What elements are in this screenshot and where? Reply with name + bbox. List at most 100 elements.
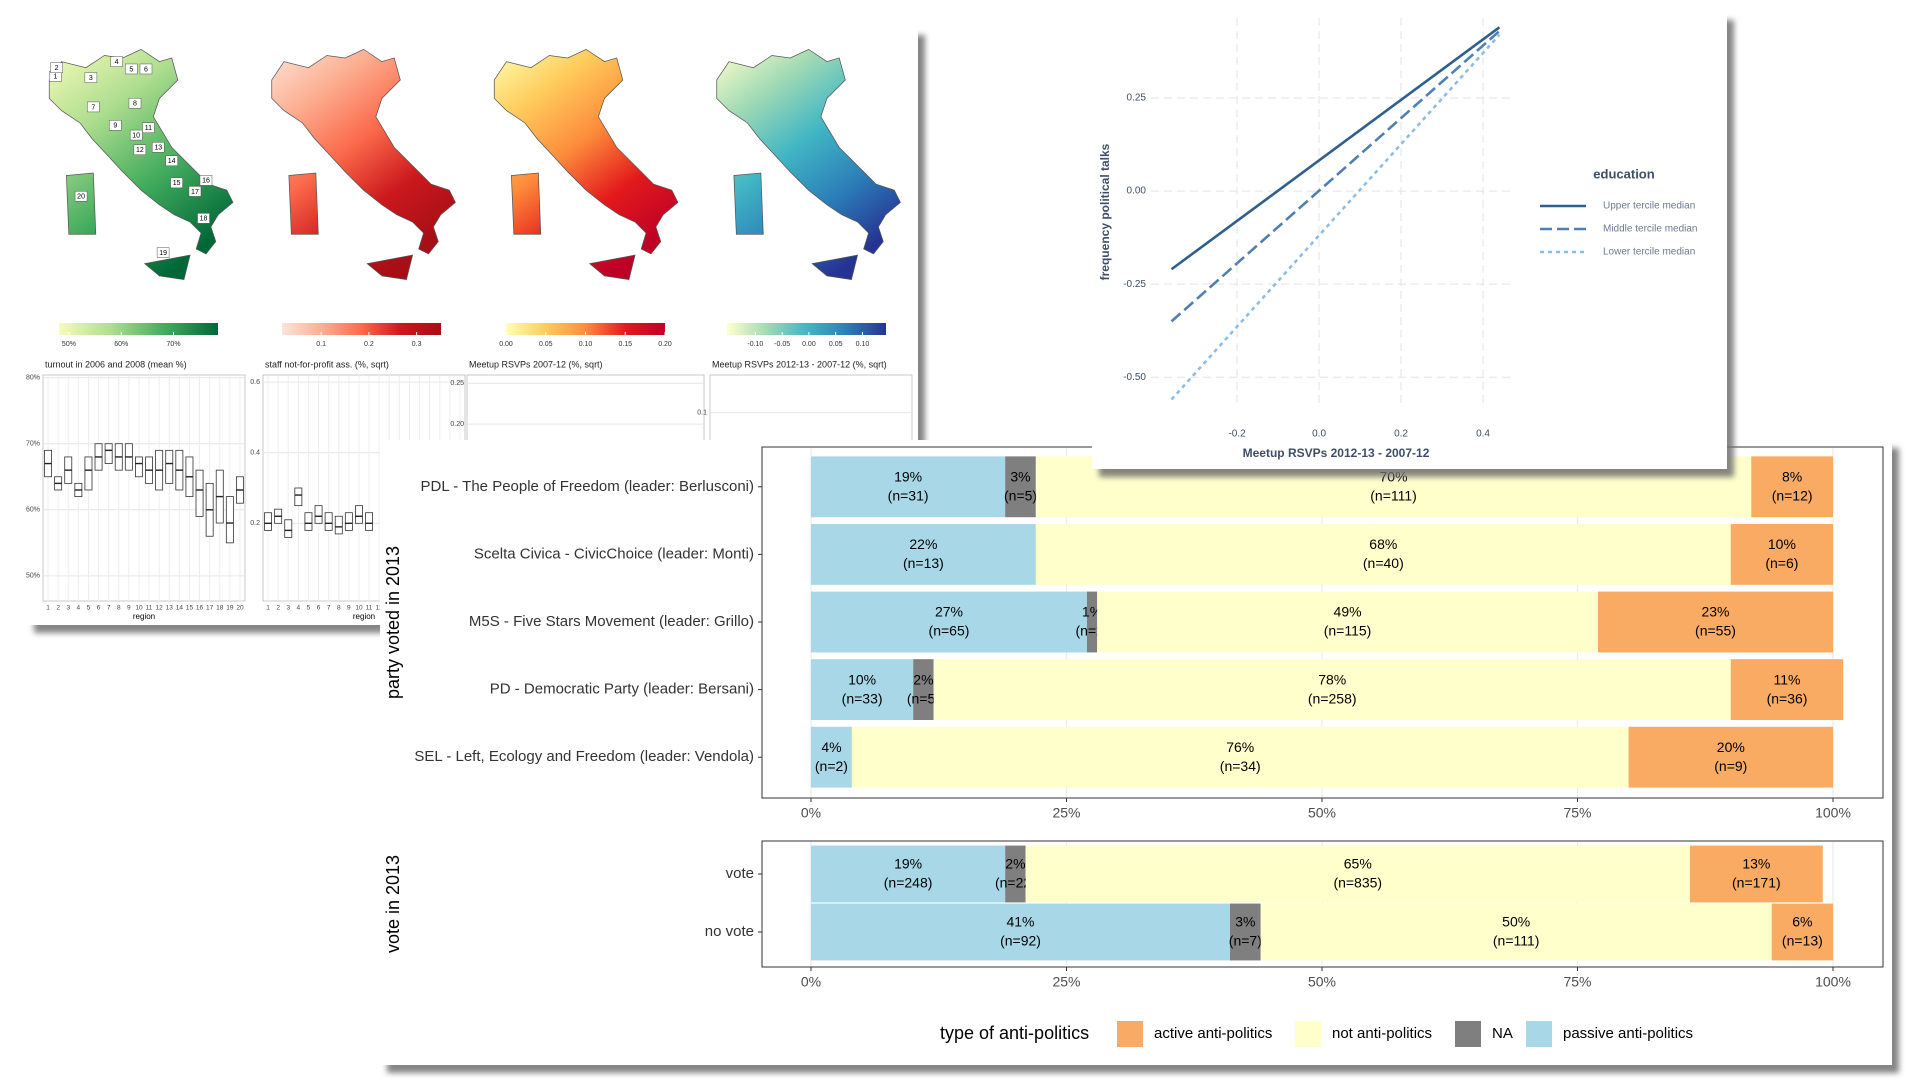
box (225, 496, 234, 544)
x-tick-label: 9 (127, 605, 131, 612)
x-tick-label: 100% (1815, 805, 1851, 821)
y-tick-label: 0.1 (697, 410, 707, 417)
region-label: 9 (113, 123, 117, 130)
region-label: 5 (129, 66, 133, 73)
count-label: (n=835) (1333, 875, 1382, 891)
region-label-box (50, 62, 63, 73)
bar-segment (1035, 523, 1731, 585)
region-label-box (170, 177, 183, 189)
y-tick-label: 0.00 (1127, 186, 1147, 197)
box (165, 449, 174, 484)
colorbar-label: -0.05 (774, 341, 790, 348)
value-label: 4% (821, 739, 841, 755)
x-tick-label: 75% (1563, 805, 1591, 821)
colorbar-label: 0.00 (499, 341, 513, 348)
value-label: 10% (1768, 536, 1796, 552)
region-label-box (151, 142, 165, 153)
region-label: 10 (132, 132, 140, 139)
x-tick-label: 0.2 (1394, 429, 1408, 440)
value-label: 50% (1502, 914, 1530, 930)
x-tick-label: 15 (186, 605, 194, 612)
region-label-box (142, 122, 155, 133)
value-label: 49% (1334, 604, 1362, 620)
count-label: (n=40) (1363, 555, 1404, 571)
bar-segment (1628, 726, 1833, 788)
x-tick-label: 1 (46, 605, 50, 612)
legend-label: Lower tercile median (1603, 247, 1695, 258)
x-tick-label: 0.0 (1312, 429, 1326, 440)
colorbar-label: 60% (114, 341, 128, 348)
x-tick-label: 1 (266, 605, 270, 612)
value-label: 2% (913, 671, 933, 687)
region-label: 16 (202, 178, 210, 185)
count-label: (n=92) (1000, 933, 1041, 949)
legend-swatch (1526, 1021, 1552, 1047)
x-tick-label: 10 (135, 605, 143, 612)
bar-segment (1230, 903, 1261, 961)
x-tick-label: 4 (77, 605, 81, 612)
x-axis-title: region (133, 612, 155, 621)
box (365, 512, 373, 531)
category-label: SEL - Left, Ecology and Freedom (leader:… (414, 748, 754, 765)
box (104, 443, 113, 464)
count-label: (n=248) (884, 875, 933, 891)
value-label: 6% (1792, 914, 1812, 930)
legend-swatch (1455, 1021, 1481, 1047)
colorbar-label: 50% (62, 341, 76, 348)
x-tick-label: 50% (1308, 974, 1336, 990)
region-label: 15 (173, 180, 181, 187)
region-label-box (199, 175, 213, 186)
box (304, 512, 313, 531)
box (264, 512, 272, 531)
box (284, 519, 293, 538)
value-label: 78% (1318, 671, 1346, 687)
y-tick-label: 60% (26, 507, 40, 514)
region-label: 12 (136, 147, 144, 154)
bar-segment (1005, 845, 1026, 903)
count-label: (n=31) (888, 488, 929, 504)
value-label: 11% (1774, 671, 1801, 687)
y-tick-label: 80% (26, 374, 40, 381)
box (294, 487, 303, 507)
colorbar-label: 0.10 (579, 341, 593, 348)
count-label: (n=34) (1220, 758, 1261, 774)
y-tick-label: 50% (26, 573, 40, 580)
box (195, 469, 204, 517)
colorbar-label: 0.10 (856, 341, 870, 348)
bar-segment (1025, 845, 1690, 903)
count-label: (n=12) (1772, 488, 1813, 504)
colorbar-label: 0.05 (829, 341, 843, 348)
value-label: 41% (1006, 914, 1034, 930)
x-tick-label: 7 (107, 605, 111, 612)
bar-segment (1005, 456, 1036, 518)
x-tick-label: 100% (1815, 974, 1851, 990)
x-tick-label: 16 (196, 605, 204, 612)
colorbar-label: 0.00 (802, 341, 816, 348)
x-tick-label: 4 (297, 605, 301, 612)
region-label-box (129, 129, 143, 141)
colorbar-label: 0.3 (412, 341, 422, 348)
bar-segment (913, 659, 934, 721)
count-label: (n=13) (1782, 933, 1823, 949)
bar-segment (811, 523, 1036, 585)
bar-segment (811, 903, 1231, 961)
bar-segment (1771, 903, 1833, 961)
y-tick-label: -0.50 (1123, 372, 1146, 383)
x-tick-label: 20 (236, 605, 244, 612)
region-label-box (139, 63, 153, 75)
value-label: 13% (1742, 856, 1770, 872)
region-label: 13 (154, 145, 162, 152)
panel-title: turnout in 2006 and 2008 (mean %) (45, 359, 187, 369)
bar-segment (811, 591, 1087, 653)
count-label: (n=7) (1229, 933, 1262, 949)
region-label-box (197, 213, 210, 224)
colorbar-label: 0.2 (364, 341, 374, 348)
region-label: 8 (133, 101, 137, 108)
colorbar (282, 323, 441, 335)
x-tick-label: 19 (226, 605, 234, 612)
region-label: 20 (77, 194, 85, 201)
bar-segment (1097, 591, 1598, 653)
category-label: vote (726, 865, 754, 882)
region-label: 19 (159, 250, 167, 257)
count-label: (n=13) (903, 555, 944, 571)
